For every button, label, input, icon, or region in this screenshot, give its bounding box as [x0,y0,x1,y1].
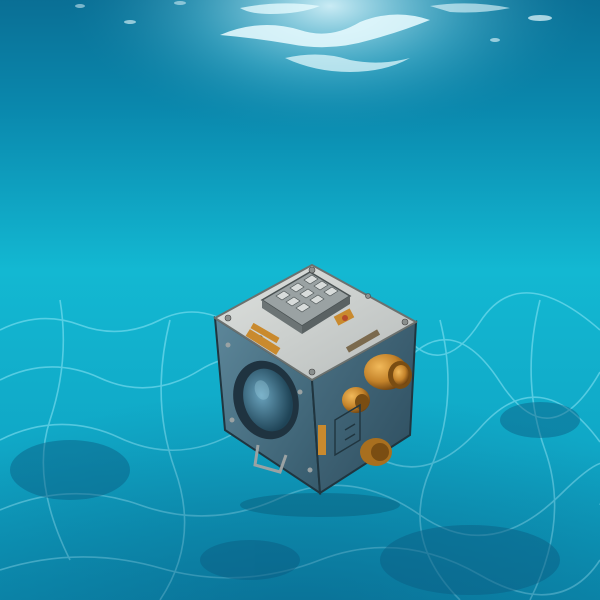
right-face-panels [334,403,361,457]
top-hinge-left [250,322,280,344]
underwater-device-cube-icon [213,263,419,517]
brass-valve-icon [342,354,412,466]
handle-icon [253,444,288,474]
keypad-icon [260,271,352,334]
water-surface-ripples [75,1,552,72]
left-brass-strip [245,329,281,355]
top-bolts [224,266,409,376]
floor-dark-patches [10,402,580,595]
surface-glow [0,0,600,300]
top-hinge-right [345,329,381,353]
porthole-lens-icon [233,360,299,440]
right-brass-strip [318,425,326,455]
left-face-bolts [225,342,313,473]
top-red-knob [342,315,348,321]
